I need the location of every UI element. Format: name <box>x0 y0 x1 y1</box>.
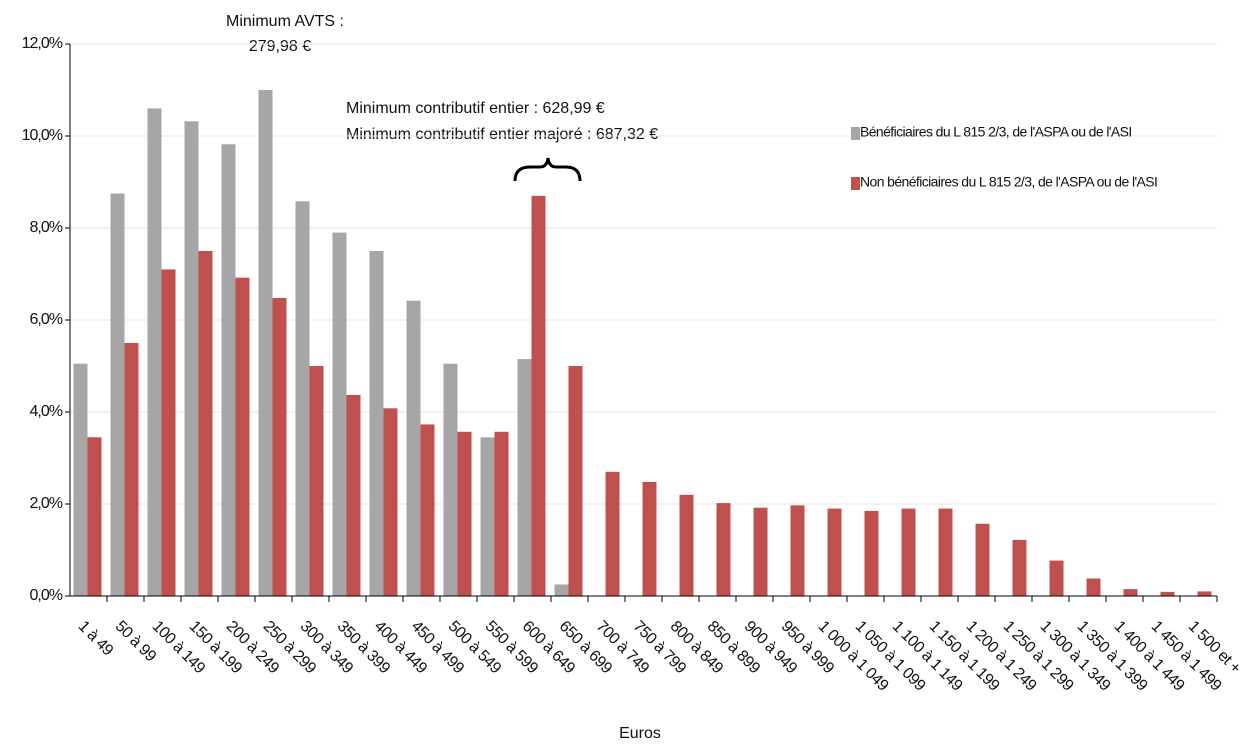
legend-swatch <box>851 177 860 190</box>
bar <box>235 277 250 596</box>
y-tick-label: 4,0% <box>30 403 63 420</box>
bar <box>1160 591 1175 596</box>
bar <box>864 510 879 596</box>
bar <box>605 471 620 596</box>
x-axis-label: Euros <box>619 725 661 742</box>
annotation: Minimum contributif entier majoré : 687,… <box>346 126 658 143</box>
bar <box>309 366 324 596</box>
bar <box>568 366 583 596</box>
bar <box>198 251 213 596</box>
bar <box>346 394 361 596</box>
bar <box>1123 589 1138 596</box>
y-tick-label: 8,0% <box>30 219 63 236</box>
bar <box>295 201 310 596</box>
legend-swatch <box>851 127 860 140</box>
legend-label: Non bénéficiaires du L 815 2/3, de l'ASP… <box>860 174 1157 190</box>
x-tick-label: 1 à 49 <box>75 618 117 660</box>
bar <box>332 232 347 596</box>
bar <box>406 300 421 596</box>
y-tick-label: 12,0% <box>22 35 63 52</box>
legend-label: Bénéficiaires du L 815 2/3, de l'ASPA ou… <box>860 124 1132 140</box>
bar <box>161 269 176 596</box>
bar <box>420 424 435 596</box>
bar <box>369 251 384 596</box>
bar <box>124 343 139 596</box>
bar <box>790 505 805 596</box>
brace <box>513 157 582 182</box>
bar <box>642 481 657 596</box>
bar <box>221 144 236 596</box>
bar <box>554 584 569 596</box>
annotation: 279,98 € <box>249 38 311 55</box>
bar <box>272 297 287 596</box>
bar <box>87 437 102 596</box>
bar <box>73 363 88 596</box>
bar <box>494 431 509 596</box>
bar <box>258 90 273 596</box>
y-tick-label: 10,0% <box>22 127 63 144</box>
bar <box>457 431 472 596</box>
bar <box>901 508 916 596</box>
y-tick-label: 2,0% <box>30 495 63 512</box>
bar <box>938 508 953 596</box>
bar <box>443 363 458 596</box>
bar <box>383 408 398 596</box>
bar <box>531 195 546 597</box>
bar <box>716 503 731 596</box>
bar <box>517 359 532 596</box>
y-tick-label: 6,0% <box>30 311 63 328</box>
bar <box>1012 539 1027 596</box>
bar <box>1049 560 1064 596</box>
bar <box>147 108 162 597</box>
bar <box>679 494 694 596</box>
bar <box>184 121 199 596</box>
bar <box>480 437 495 596</box>
y-tick-label: 0,0% <box>30 587 63 604</box>
bar <box>975 523 990 596</box>
bar <box>753 507 768 596</box>
bar <box>827 508 842 596</box>
bar <box>110 193 125 596</box>
bar <box>1086 578 1101 596</box>
bar <box>1197 591 1212 596</box>
annotation: Minimum contributif entier : 628,99 € <box>346 100 605 117</box>
annotation: Minimum AVTS : <box>226 13 344 30</box>
